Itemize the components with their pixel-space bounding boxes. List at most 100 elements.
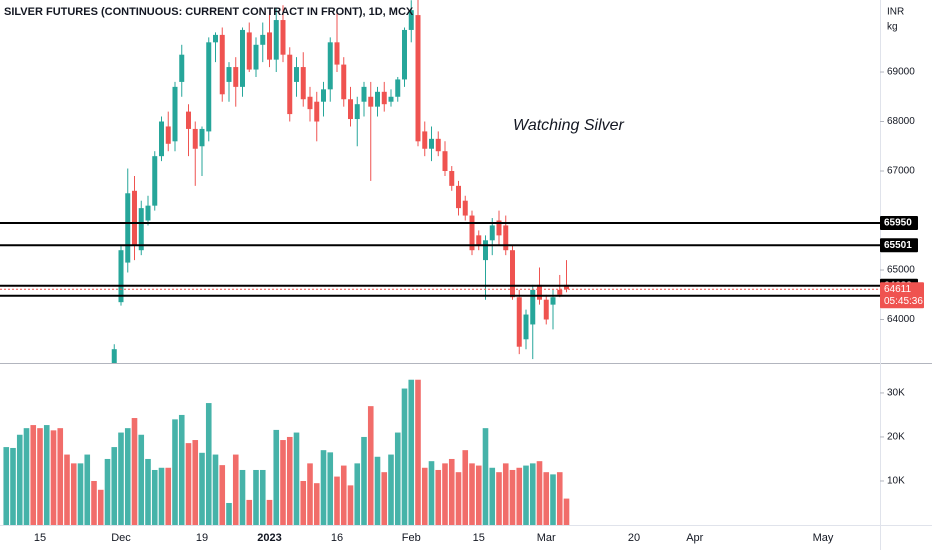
candle-body <box>368 96 374 107</box>
candle-body <box>260 34 266 45</box>
candle-body <box>300 67 306 100</box>
volume-bar <box>259 469 266 525</box>
candle-body <box>523 314 529 340</box>
volume-bar <box>151 469 158 525</box>
volume-bar <box>509 469 516 525</box>
candle-body <box>111 349 117 363</box>
volume-bar <box>428 461 435 525</box>
candle-body <box>240 29 245 87</box>
volume-bar <box>489 467 496 525</box>
volume-bar <box>273 429 280 525</box>
volume-bar <box>158 467 165 525</box>
volume-bar <box>37 428 43 525</box>
volume-bar <box>556 472 563 525</box>
level-label: 65950 <box>884 218 912 229</box>
candle-body <box>483 240 488 261</box>
volume-bar <box>219 465 226 525</box>
candle-body <box>152 156 158 206</box>
currency: INR <box>887 7 904 18</box>
candle-body <box>503 225 509 251</box>
candle-body <box>564 284 569 290</box>
volume-bar <box>496 472 502 525</box>
candle-body <box>132 190 137 246</box>
volume-bar <box>408 379 415 525</box>
volume-bar <box>529 463 536 525</box>
candle-body <box>206 42 212 132</box>
y-tick-label: 69000 <box>887 67 915 78</box>
volume-bar <box>104 458 111 525</box>
candle-body <box>361 86 367 102</box>
volume-bar <box>30 425 37 525</box>
volume-bar <box>361 436 367 525</box>
x-tick-label: Dec <box>111 532 131 544</box>
candle-body <box>537 284 542 300</box>
y-tick-label: 64000 <box>887 314 915 325</box>
volume-bar <box>462 450 469 525</box>
chart-title: SILVER FUTURES (CONTINUOUS: CURRENT CONT… <box>4 6 414 18</box>
volume-bar <box>3 447 10 525</box>
volume-bar <box>394 432 401 525</box>
candle-body <box>462 200 468 216</box>
candle-body <box>287 54 293 115</box>
candle-body <box>516 297 522 347</box>
volume-bar <box>543 472 550 525</box>
candle-body <box>510 250 515 298</box>
volume-bar <box>205 403 212 525</box>
candle-body <box>159 121 164 157</box>
candle-body <box>557 289 563 295</box>
candle-body <box>449 171 455 186</box>
volume-bar <box>563 498 570 525</box>
candle-body <box>496 220 502 236</box>
volume-bar <box>64 454 70 525</box>
candle-body <box>395 79 401 97</box>
volume-tick-label: 20K <box>887 432 905 443</box>
y-tick-label: 68000 <box>887 116 915 127</box>
x-tick-label: Apr <box>686 532 703 544</box>
candle-body <box>307 96 313 110</box>
volume-bar <box>340 465 347 525</box>
volume-bar <box>550 474 556 525</box>
volume-bar <box>307 463 313 525</box>
candle-body <box>145 205 151 221</box>
volume-bar <box>185 443 192 525</box>
countdown-label: 05:45:36 <box>884 296 923 307</box>
candle-body <box>118 250 124 303</box>
volume-bar <box>327 452 334 525</box>
volume-bar <box>354 463 361 525</box>
x-tick-label: Mar <box>537 532 556 544</box>
candle-body <box>550 297 556 305</box>
level-label: 65501 <box>884 240 912 251</box>
last-price-label: 64611 <box>884 284 912 295</box>
candle-body <box>314 101 320 122</box>
volume-bar <box>172 419 178 525</box>
candle-body <box>321 89 326 102</box>
candle-body <box>246 32 252 70</box>
candle-body <box>354 104 360 120</box>
candle-body <box>530 289 536 325</box>
volume-bar <box>516 467 523 525</box>
volume-bar <box>442 463 448 525</box>
volume-pane <box>3 379 570 525</box>
unit: kg <box>887 22 898 33</box>
candle-body <box>415 15 421 142</box>
candle-body <box>253 44 259 70</box>
volume-bar <box>313 483 320 525</box>
volume-bar <box>192 440 199 525</box>
volume-bar <box>57 428 64 525</box>
volume-bar <box>178 414 185 525</box>
x-tick-label: Feb <box>402 532 421 544</box>
volume-bar <box>266 499 273 525</box>
x-tick-label: 19 <box>196 532 208 544</box>
volume-bar <box>381 472 388 525</box>
volume-bar <box>199 452 205 525</box>
volume-bar <box>293 432 300 525</box>
candle-body <box>435 138 441 152</box>
volume-bar <box>502 463 509 525</box>
volume-bar <box>10 447 16 525</box>
x-tick-label: 15 <box>473 532 485 544</box>
volume-bar <box>253 469 259 525</box>
volume-bar <box>523 465 529 525</box>
volume-bar <box>91 480 97 525</box>
